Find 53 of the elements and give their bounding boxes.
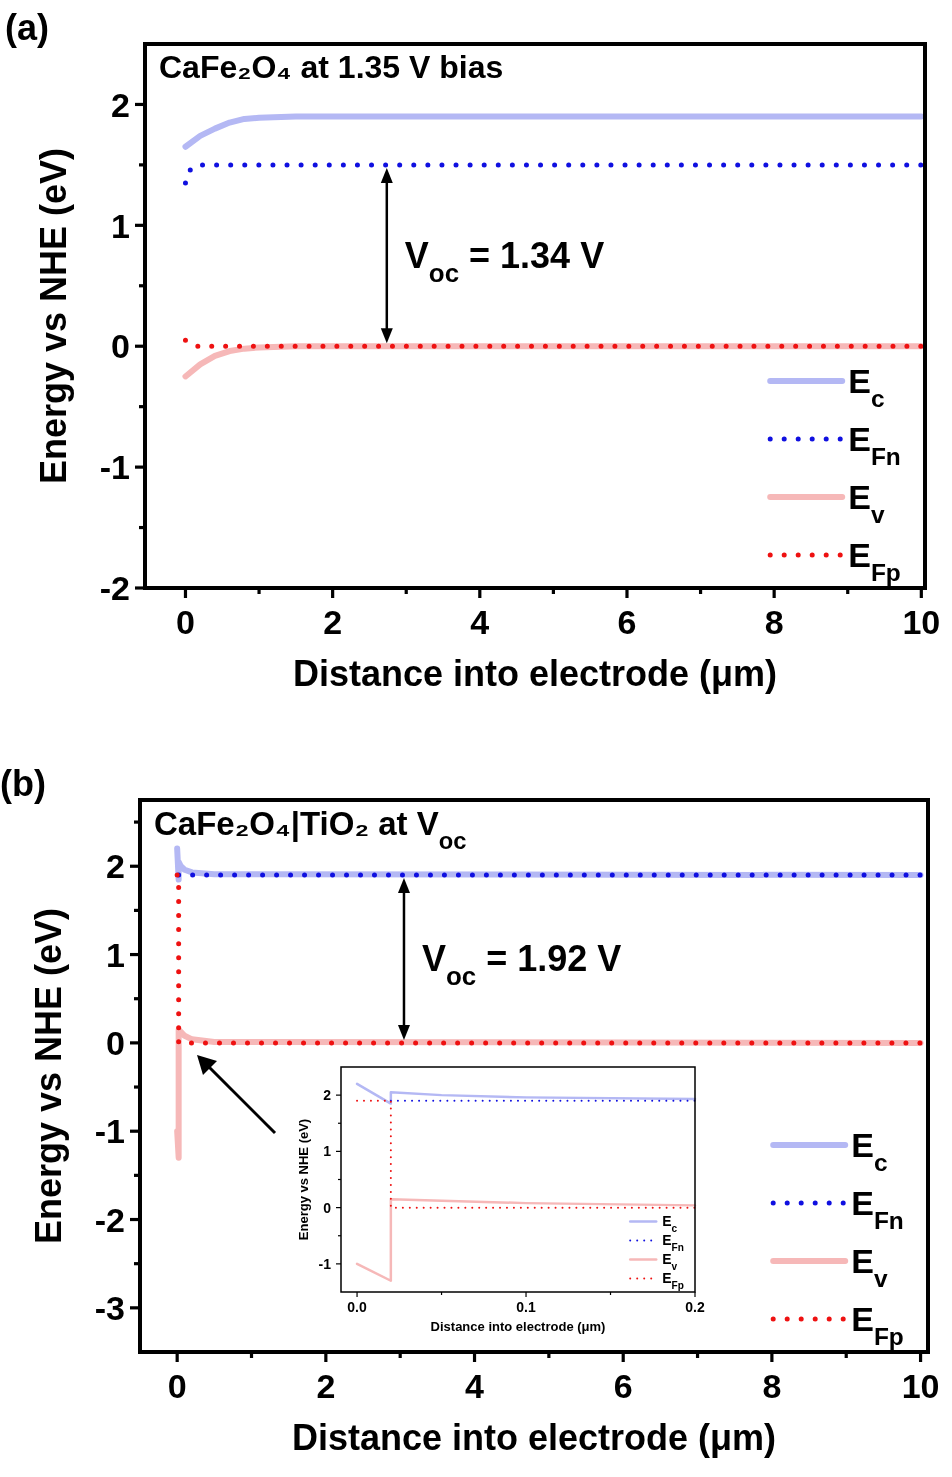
x-axis-title: Distance into electrode (μm) [291,1416,777,1458]
y-tick-label: 2 [323,1087,332,1104]
x-tick-label: 6 [613,1366,633,1405]
x-axis-title: Distance into electrode (μm) [430,1318,606,1334]
legend-label: E$_{c}$ [662,1213,678,1234]
legend-label: E$_{c}$ [851,1125,888,1176]
text: (b) [0,763,46,804]
x-tick-label: 0 [167,1366,187,1405]
legend-label: E$_{Fn}$ [851,1183,904,1234]
x-tick-label: 0.1 [516,1298,536,1315]
chart-title: CaFe₂O₄|TiO₂ at V$_{oc}$ [154,804,467,854]
legend-label: E$_{v}$ [848,477,885,528]
x-tick-label: 6 [617,602,637,641]
text: (a) [5,7,49,48]
x-tick-label: 0 [176,602,195,641]
y-tick-label: 0 [323,1199,332,1216]
legend-label: E$_{v}$ [851,1241,888,1292]
legend-label: E$_{Fp}$ [851,1299,904,1350]
y-tick-label: -1 [318,1255,332,1272]
y-tick-label: 1 [323,1143,332,1160]
y-tick-label: -3 [94,1289,125,1328]
y-axis-title: Energy vs NHE (eV) [33,147,75,485]
line-series [355,1082,697,1105]
legend-label: E$_{Fp}$ [848,535,901,586]
y-tick-label: 2 [111,85,130,124]
legend-label: E$_{Fn}$ [662,1232,684,1253]
y-tick-label: 0 [106,1024,125,1063]
y-tick-label: 2 [106,847,125,886]
x-tick-label: 4 [465,1366,485,1405]
annotation: V$_{oc}$ = 1.92 V [421,937,622,990]
chart-title: CaFe₂O₄ at 1.35 V bias [159,48,504,85]
y-axis-title: Energy vs NHE (eV) [28,907,70,1245]
legend-label: E$_{Fn}$ [848,419,901,470]
y-tick-label: 0 [111,327,130,366]
x-tick-label: 10 [902,602,941,641]
x-tick-label: 8 [762,1366,782,1405]
x-tick-label: 0.2 [685,1298,705,1315]
y-axis-title: Energy vs NHE (eV) [296,1118,312,1241]
y-tick-label: -1 [94,1112,125,1151]
y-tick-label: 1 [106,935,125,974]
x-tick-label: 8 [764,602,784,641]
x-tick-label: 4 [470,602,490,641]
legend-label: E$_{c}$ [848,361,885,412]
x-tick-label: 0.0 [347,1298,367,1315]
y-tick-label: 1 [111,206,130,245]
legend-label: E$_{Fp}$ [662,1270,684,1291]
y-tick-label: -1 [99,448,130,487]
x-axis-title: Distance into electrode (μm) [292,652,778,694]
y-tick-label: -2 [99,569,130,608]
legend-label: E$_{v}$ [662,1251,678,1272]
annotation: V$_{oc}$ = 1.34 V [404,234,605,287]
y-tick-label: -2 [94,1200,125,1239]
x-tick-label: 10 [901,1366,940,1405]
